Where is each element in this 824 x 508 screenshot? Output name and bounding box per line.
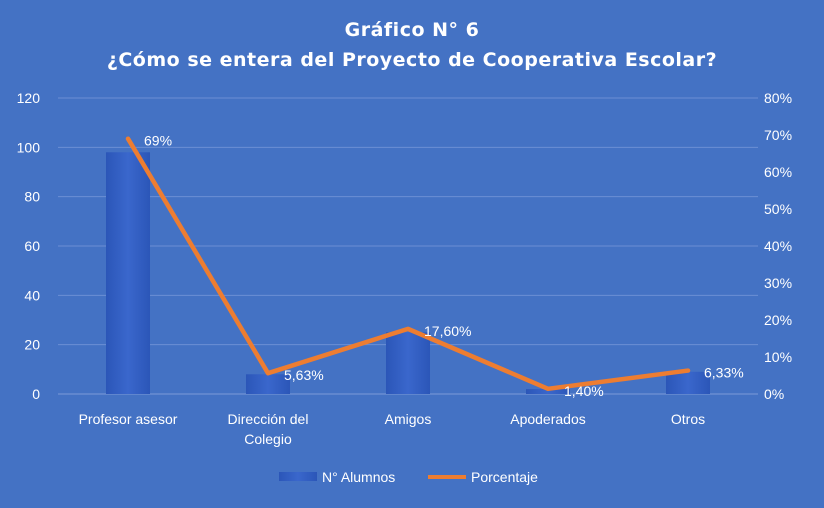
category-label: Apoderados xyxy=(510,411,586,427)
left-axis-tick-label: 100 xyxy=(17,139,41,155)
data-labels: 69% 5,63% 17,60% 1,40% 6,33% xyxy=(144,133,744,399)
bar xyxy=(246,374,290,394)
right-axis-tick-label: 40% xyxy=(764,238,792,254)
right-axis-tick-label: 30% xyxy=(764,275,792,291)
category-label-line: Dirección del xyxy=(228,411,309,427)
category-label: Profesor asesor xyxy=(79,411,178,427)
left-axis-tick-label: 20 xyxy=(24,337,40,353)
right-axis-ticks: 0% 10% 20% 30% 40% 50% 60% 70% 80% xyxy=(764,90,792,402)
percentage-line-path xyxy=(125,136,691,392)
right-axis-tick-label: 60% xyxy=(764,164,792,180)
right-axis-tick-label: 10% xyxy=(764,349,792,365)
data-label: 1,40% xyxy=(564,383,604,399)
category-label: Dirección del Colegio xyxy=(228,411,309,447)
category-labels: Profesor asesor Dirección del Colegio Amigo… xyxy=(79,411,706,447)
chart-title: Gráfico N° 6 xyxy=(345,19,480,41)
percentage-line xyxy=(125,136,691,392)
legend-line-label: Porcentaje xyxy=(471,469,538,485)
category-label-line: Apoderados xyxy=(510,411,586,427)
legend-bar-swatch xyxy=(279,472,317,481)
bar xyxy=(666,371,710,394)
bar xyxy=(526,389,570,394)
left-axis-tick-label: 120 xyxy=(17,90,41,106)
right-axis-tick-label: 50% xyxy=(764,201,792,217)
left-axis-tick-label: 40 xyxy=(24,287,40,303)
category-label-line: Otros xyxy=(671,411,705,427)
data-label: 5,63% xyxy=(284,367,324,383)
data-label: 17,60% xyxy=(424,323,471,339)
left-axis-tick-label: 60 xyxy=(24,238,40,254)
right-axis-tick-label: 0% xyxy=(764,386,784,402)
left-axis-tick-label: 80 xyxy=(24,189,40,205)
legend: N° Alumnos Porcentaje xyxy=(279,469,538,485)
right-axis-tick-label: 20% xyxy=(764,312,792,328)
category-label: Amigos xyxy=(385,411,432,427)
right-axis-tick-label: 80% xyxy=(764,90,792,106)
left-axis-tick-label: 0 xyxy=(32,386,40,402)
legend-bar-label: N° Alumnos xyxy=(322,469,395,485)
bars xyxy=(106,152,710,394)
chart-subtitle: ¿Cómo se entera del Proyecto de Cooperat… xyxy=(107,49,717,71)
category-label-line: Amigos xyxy=(385,411,432,427)
bar xyxy=(106,152,150,394)
category-label: Otros xyxy=(671,411,705,427)
category-label-line: Profesor asesor xyxy=(79,411,178,427)
category-label-line: Colegio xyxy=(244,431,292,447)
data-label: 6,33% xyxy=(704,365,744,381)
data-label: 69% xyxy=(144,133,172,149)
left-axis-ticks: 0 20 40 60 80 100 120 xyxy=(17,90,41,402)
right-axis-tick-label: 70% xyxy=(764,127,792,143)
bar xyxy=(386,332,430,394)
